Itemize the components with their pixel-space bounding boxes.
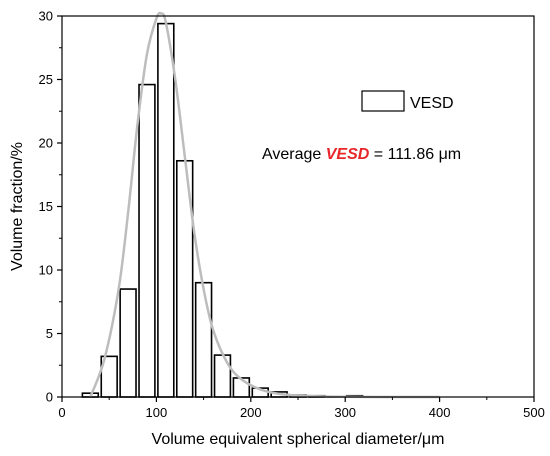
y-axis-ticks: 0 5 10 15 20 25 30 bbox=[39, 9, 62, 405]
y-tick-label: 20 bbox=[39, 136, 53, 151]
bar bbox=[119, 288, 137, 398]
annotation-emphasis: VESD bbox=[326, 146, 370, 163]
x-axis-ticks: 0 100 200 300 400 500 bbox=[58, 397, 545, 420]
y-tick-label: 25 bbox=[39, 72, 53, 87]
legend-label: VESD bbox=[410, 95, 454, 112]
y-tick-label: 15 bbox=[39, 199, 53, 214]
y-tick-label: 30 bbox=[39, 9, 53, 24]
fit-curve bbox=[89, 11, 440, 399]
x-tick-label: 300 bbox=[334, 405, 356, 420]
y-tick-label: 5 bbox=[46, 326, 53, 341]
annotation-prefix: Average bbox=[262, 146, 326, 163]
legend-swatch bbox=[361, 90, 405, 112]
bar bbox=[157, 22, 175, 398]
y-tick-label: 10 bbox=[39, 263, 53, 278]
bar bbox=[138, 83, 156, 398]
x-axis-title: Volume equivalent spherical diameter/μm bbox=[152, 431, 445, 448]
x-tick-label: 0 bbox=[58, 405, 65, 420]
x-tick-label: 500 bbox=[523, 405, 545, 420]
legend: VESD bbox=[361, 90, 454, 112]
average-vesd-annotation: Average VESD = 111.86 μm bbox=[262, 146, 461, 163]
bars-group bbox=[81, 22, 364, 398]
x-tick-label: 400 bbox=[429, 405, 451, 420]
y-axis-title: Volume fraction/% bbox=[9, 142, 26, 271]
y-tick-label: 0 bbox=[46, 390, 53, 405]
annotation-suffix: = 111.86 μm bbox=[369, 146, 461, 163]
bar bbox=[213, 354, 232, 398]
bar bbox=[194, 281, 213, 398]
x-tick-label: 200 bbox=[240, 405, 262, 420]
x-tick-label: 100 bbox=[146, 405, 168, 420]
